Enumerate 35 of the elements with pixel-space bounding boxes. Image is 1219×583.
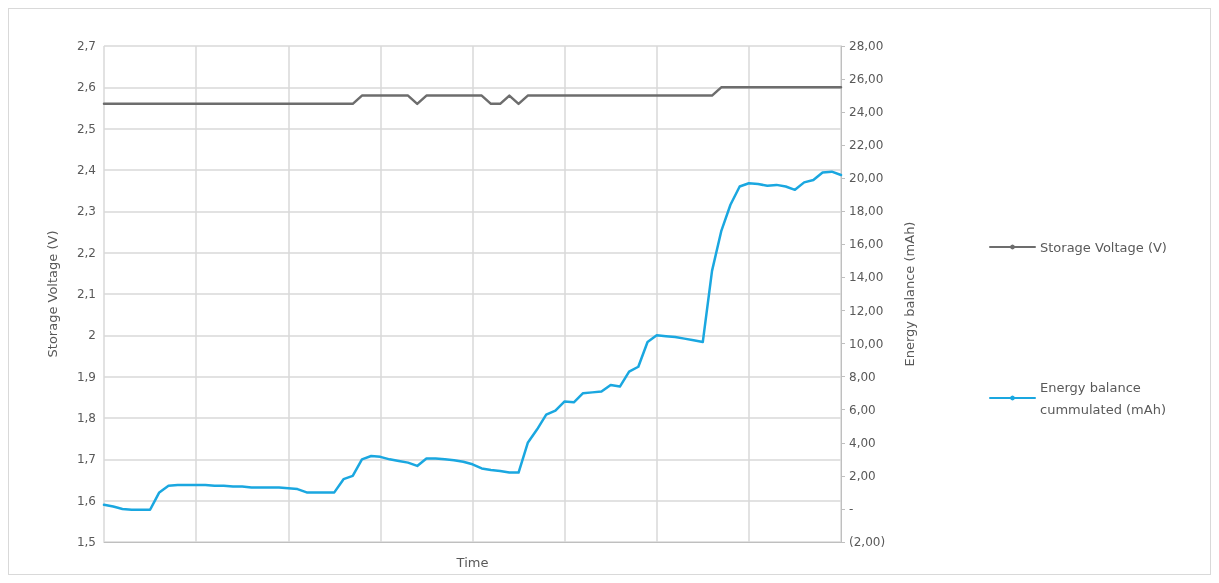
y2-tick-label: 16,00 — [849, 237, 884, 252]
y2-tick-label: 12,00 — [849, 303, 884, 318]
y2-tick-label: 2,00 — [849, 468, 876, 483]
y2-tick-label: (2,00) — [849, 535, 886, 549]
y2-tick-label: 6,00 — [849, 402, 876, 417]
y-tick-label: 1,5 — [76, 535, 96, 549]
y-axis-title: Storage Voltage (V) — [45, 230, 60, 358]
y-tick-label: 2,4 — [76, 163, 96, 177]
y2-tick-label: 4,00 — [849, 435, 876, 450]
y-tick-label: 1,6 — [76, 493, 96, 508]
y-tick-label: 2,3 — [76, 204, 96, 219]
y2-tick-label: 26,00 — [849, 72, 884, 87]
y2-tick-label: 10,00 — [849, 336, 884, 351]
y2-tick-label: 28,00 — [849, 39, 884, 53]
y-tick-label: 1,8 — [76, 411, 96, 425]
y-tick-label: 2,1 — [76, 287, 96, 301]
y-tick-label: 1,9 — [76, 369, 96, 384]
x-axis-title: Time — [455, 555, 489, 570]
y-tick-label: 2,6 — [76, 80, 96, 95]
legend-label: Energy balance cummulated (mAh) — [1040, 379, 1166, 417]
y-tick-label: 2 — [88, 328, 96, 343]
y2-tick-label: 20,00 — [849, 171, 884, 186]
y2-tick-label: 8,00 — [849, 369, 876, 384]
y2-tick-label: - — [849, 501, 854, 516]
y-tick-label: 2,2 — [76, 245, 96, 260]
y-tick-label: 1,7 — [76, 452, 96, 467]
y2-tick-label: 14,00 — [849, 270, 884, 285]
y2-tick-label: 18,00 — [849, 204, 884, 219]
legend-label: Storage Voltage (V) — [1040, 239, 1167, 255]
y2-tick-label: 24,00 — [849, 105, 884, 120]
y-tick-label: 2,7 — [76, 39, 96, 53]
line-series — [102, 170, 843, 512]
y2-tick-label: 22,00 — [849, 138, 884, 153]
y2-axis-title: Energy balance (mAh) — [902, 221, 917, 367]
y-tick-label: 2,5 — [76, 121, 96, 136]
